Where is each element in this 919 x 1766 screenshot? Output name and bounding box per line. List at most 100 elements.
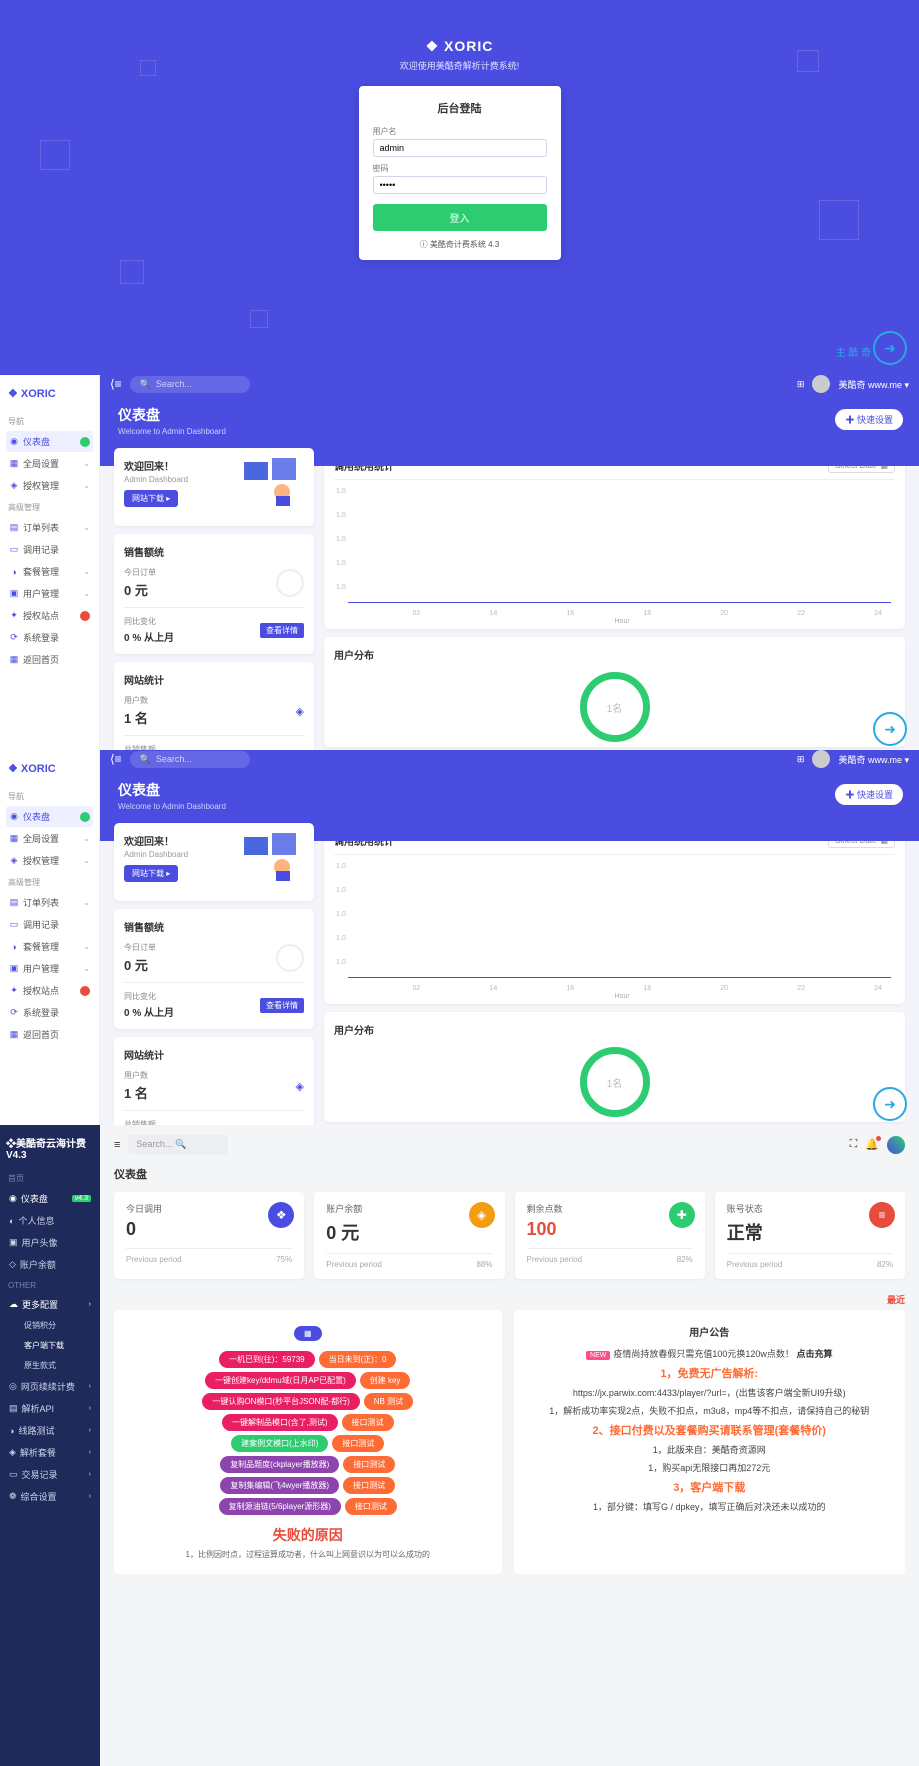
tag-pill[interactable]: 一键创建key/ddmu域(日月AP已配置) — [205, 1372, 356, 1389]
user-menu[interactable]: 美酷奇 www.me ▾ — [838, 753, 909, 766]
sidebar-item[interactable]: ◑套餐管理⌄ — [6, 936, 93, 957]
stat-pct: 75% — [276, 1255, 292, 1264]
menu-icon[interactable]: ≡ — [114, 1139, 120, 1151]
tag-pill[interactable]: 接口测试 — [342, 1414, 394, 1431]
tag-pill[interactable]: 接口测试 — [343, 1456, 395, 1473]
search-input[interactable]: 🔍 Search... — [130, 751, 250, 768]
change-label: 同比变化 — [124, 991, 174, 1002]
usage-chart-card: 调用统用统计 Select Date▦ 1.01.01.01.01.002141… — [324, 823, 905, 1004]
sidebar-item[interactable]: ◈授权管理⌄ — [6, 850, 93, 871]
sidebar-item[interactable]: ◈授权管理⌄ — [6, 475, 93, 496]
sidebar-section-advanced: 高级管理 — [8, 877, 91, 888]
sidebar-item[interactable]: ▭调用记录 — [6, 914, 93, 935]
menu-toggle-icon[interactable]: ⟨≡ — [110, 377, 122, 391]
goto-details-button[interactable]: 查看详情 — [260, 623, 304, 638]
notice-l2: https://jx.parwix.com:4433/player/?url=，… — [526, 1386, 894, 1399]
sidebar-item-icon: ▤ — [9, 897, 19, 908]
sidebar-item-icon: ▦ — [9, 654, 19, 665]
tag-pill[interactable]: 接口测试 — [332, 1435, 384, 1452]
topbar: ⟨≡ 🔍 Search... ⊞ 美酷奇 www.me ▾ — [100, 750, 919, 768]
quick-settings-button[interactable]: ✚ 快速设置 — [835, 784, 903, 805]
login-button[interactable]: 登入 — [373, 204, 547, 231]
tag-pill[interactable]: 创建 key — [360, 1372, 411, 1389]
sidebar-item[interactable]: ⟳系统登录 — [6, 627, 93, 648]
v43-sidebar-item[interactable]: ◈解析套餐› — [6, 1442, 94, 1463]
sidebar-item[interactable]: ✦授权站点 — [6, 980, 93, 1001]
v43-sidebar-item[interactable]: ◐个人信息 — [6, 1210, 94, 1231]
fail-title: 失败的原因 — [124, 1525, 492, 1545]
v43-sidebar-item[interactable]: ◉仪表盘v4.3 — [6, 1188, 94, 1209]
grid-icon[interactable]: ⊞ — [797, 754, 805, 765]
tag-pill[interactable]: NB 测试 — [364, 1393, 413, 1410]
corner-logo-icon: ➜ — [873, 331, 907, 365]
layers-icon: ◈ — [296, 705, 304, 718]
v43-avatar[interactable] — [887, 1136, 905, 1154]
tag-pill[interactable]: 当日未到(正)：0 — [319, 1351, 397, 1368]
recent-label: 最近 — [114, 1293, 905, 1306]
sidebar-item[interactable]: ✦授权站点 — [6, 605, 93, 626]
sidebar-item[interactable]: ⟳系统登录 — [6, 1002, 93, 1023]
avatar[interactable] — [812, 375, 830, 393]
v43-sidebar-item[interactable]: ❁综合设置› — [6, 1486, 94, 1507]
tag-pill[interactable]: 一键认购ON模口(秒平台JSON配-都行) — [202, 1393, 359, 1410]
v43-sidebar-item[interactable]: ▤解析API› — [6, 1398, 94, 1419]
tag-pill[interactable]: 一键解制品模口(含了,测试) — [222, 1414, 338, 1431]
prev-label: Previous period — [527, 1255, 583, 1264]
v43-sidebar-item[interactable]: 促销积分 — [6, 1316, 94, 1335]
chevron-icon: › — [89, 1471, 91, 1478]
menu-toggle-icon[interactable]: ⟨≡ — [110, 752, 122, 766]
v43-item-label: 客户端下载 — [24, 1340, 64, 1351]
tag-pill[interactable]: 复制集编辑(飞4wyer播放器) — [220, 1477, 339, 1494]
v43-sidebar-item[interactable]: ◑线路测试› — [6, 1420, 94, 1441]
sidebar-item[interactable]: ▣用户管理⌄ — [6, 958, 93, 979]
tag-pill[interactable]: 复制品题度(ckplayer播放器) — [220, 1456, 339, 1473]
sidebar-item-label: 订单列表 — [23, 521, 59, 534]
v43-sidebar-item[interactable]: ▭交易记录› — [6, 1464, 94, 1485]
v43-item-icon: ◎ — [9, 1381, 17, 1392]
x-tick: 24 — [874, 985, 882, 992]
notice-l1b[interactable]: 点击充算 — [796, 1349, 832, 1359]
tag-pill[interactable]: 一机已到(往)：59739 — [219, 1351, 315, 1368]
sidebar-item-label: 授权站点 — [23, 609, 59, 622]
sidebar-item[interactable]: ▭调用记录 — [6, 539, 93, 560]
sidebar-item[interactable]: ▦返回首页 — [6, 1024, 93, 1045]
v43-sidebar-item[interactable]: ▣用户头像 — [6, 1232, 94, 1253]
download-button[interactable]: 网站下载 ▸ — [124, 490, 178, 507]
notification-icon[interactable]: 🔔 — [865, 1138, 879, 1151]
sidebar-item[interactable]: ▤订单列表⌄ — [6, 892, 93, 913]
today-label: 今日订单 — [124, 942, 156, 953]
grid-icon[interactable]: ⊞ — [797, 379, 805, 390]
v43-sidebar-item[interactable]: 客户端下载 — [6, 1336, 94, 1355]
sidebar-item[interactable]: ▤订单列表⌄ — [6, 517, 93, 538]
v43-sidebar-item[interactable]: ☁更多配置› — [6, 1294, 94, 1315]
sidebar-item[interactable]: ◑套餐管理⌄ — [6, 561, 93, 582]
sidebar-item[interactable]: ▦全局设置⌄ — [6, 828, 93, 849]
fullscreen-icon[interactable]: ⛶ — [850, 1138, 858, 1151]
tag-pill[interactable]: 接口测试 — [345, 1498, 397, 1515]
stat-value: 正常 — [727, 1219, 893, 1245]
sidebar-item[interactable]: ◉仪表盘 — [6, 431, 93, 452]
goto-details-button[interactable]: 查看详情 — [260, 998, 304, 1013]
v43-sidebar-item[interactable]: ◎网页续续计费› — [6, 1376, 94, 1397]
tag-pill[interactable]: 复制源油链(5/6player源形器) — [219, 1498, 341, 1515]
tag-pill[interactable]: 接口测试 — [343, 1477, 395, 1494]
quick-settings-button[interactable]: ✚ 快速设置 — [835, 409, 903, 430]
tag-pill[interactable]: 建案例文模口(上水印) — [231, 1435, 328, 1452]
user-input[interactable] — [373, 139, 547, 157]
v43-item-label: 促销积分 — [24, 1320, 56, 1331]
v43-sidebar-item[interactable]: 原生款式 — [6, 1356, 94, 1375]
pass-input[interactable] — [373, 176, 547, 194]
x-tick: 02 — [413, 610, 421, 617]
search-input[interactable]: 🔍 Search... — [130, 376, 250, 393]
sidebar-item[interactable]: ▣用户管理⌄ — [6, 583, 93, 604]
download-button[interactable]: 网站下载 ▸ — [124, 865, 178, 882]
v43-search-input[interactable]: Search... 🔍 — [128, 1135, 228, 1154]
sidebar-item[interactable]: ▦全局设置⌄ — [6, 453, 93, 474]
user-menu[interactable]: 美酷奇 www.me ▾ — [838, 378, 909, 391]
sidebar-item[interactable]: ◉仪表盘 — [6, 806, 93, 827]
v43-sidebar-item[interactable]: ◇账户余额 — [6, 1254, 94, 1275]
v43-page-title: 仪表盘 — [114, 1166, 905, 1182]
sidebar-item[interactable]: ▦返回首页 — [6, 649, 93, 670]
avatar[interactable] — [812, 750, 830, 768]
sidebar-item-label: 订单列表 — [23, 896, 59, 909]
